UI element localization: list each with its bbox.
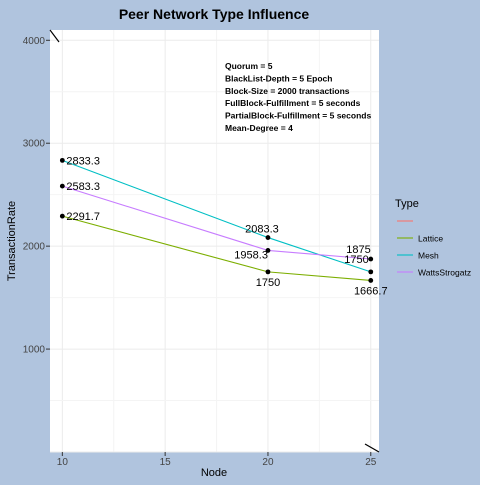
data-point xyxy=(265,269,271,275)
data-point xyxy=(59,213,65,219)
legend: Type Lattice Mesh WattsStrogatz xyxy=(395,198,471,278)
y-tick-label: 1000 xyxy=(23,345,46,356)
data-label: 1750 xyxy=(256,277,280,289)
data-label: 1666.7 xyxy=(354,285,388,297)
data-point xyxy=(265,248,271,253)
annotation-box: Quorum = 5 BlackList-Depth = 5 Epoch Block… xyxy=(225,61,371,133)
legend-label: Lattice xyxy=(418,234,443,244)
plot-area xyxy=(50,30,379,452)
annotation-line: Block-Size = 2000 transactions xyxy=(225,86,350,96)
x-tick-label: 25 xyxy=(365,457,377,468)
data-point xyxy=(368,278,374,283)
legend-label: WattsStrogatz xyxy=(418,268,471,278)
annotation-line: PartialBlock-Fulfillment = 5 seconds xyxy=(225,111,371,121)
data-label: 1750 xyxy=(344,254,368,266)
legend-label: Mesh xyxy=(418,251,439,261)
grid xyxy=(50,30,379,453)
y-tick-label: 3000 xyxy=(23,139,46,150)
data-point xyxy=(265,235,271,240)
data-label: 1875 xyxy=(346,244,370,256)
annotation-line: BlackList-Depth = 5 Epoch xyxy=(225,73,332,83)
x-axis-title: Node xyxy=(201,467,227,479)
y-tick-label: 2000 xyxy=(23,242,46,253)
y-tick-label: 4000 xyxy=(23,36,46,47)
data-label: 2291.7 xyxy=(66,211,100,223)
data-label: 2833.3 xyxy=(66,155,100,167)
y-axis-title: TransactionRate xyxy=(6,201,18,281)
data-point xyxy=(368,256,374,262)
data-label: 1958.3 xyxy=(234,249,268,261)
annotation-line: Mean-Degree = 4 xyxy=(225,123,293,133)
axes: 10 15 20 25 1000 2000 3000 4000 xyxy=(23,29,380,468)
data-point xyxy=(59,183,65,189)
data-label: 2583.3 xyxy=(66,181,100,193)
x-tick-label: 10 xyxy=(57,457,69,468)
annotation-line: Quorum = 5 xyxy=(225,61,273,71)
legend-title: Type xyxy=(395,198,419,210)
data-point xyxy=(59,157,65,163)
point-layer xyxy=(59,157,374,283)
x-tick-label: 15 xyxy=(160,457,172,468)
x-tick-label: 20 xyxy=(262,457,274,468)
axis-corner-mark xyxy=(364,443,380,453)
data-point xyxy=(368,269,374,275)
data-label: 2083.3 xyxy=(245,224,279,236)
chart-title: Peer Network Type Influence xyxy=(119,6,310,22)
annotation-line: FullBlock-Fulfillment = 5 seconds xyxy=(225,98,361,108)
axis-corner-mark xyxy=(49,29,60,43)
data-label-layer: 2291.7 1750 1666.7 2833.3 2083.3 1750 2583.3 19… xyxy=(66,155,387,297)
